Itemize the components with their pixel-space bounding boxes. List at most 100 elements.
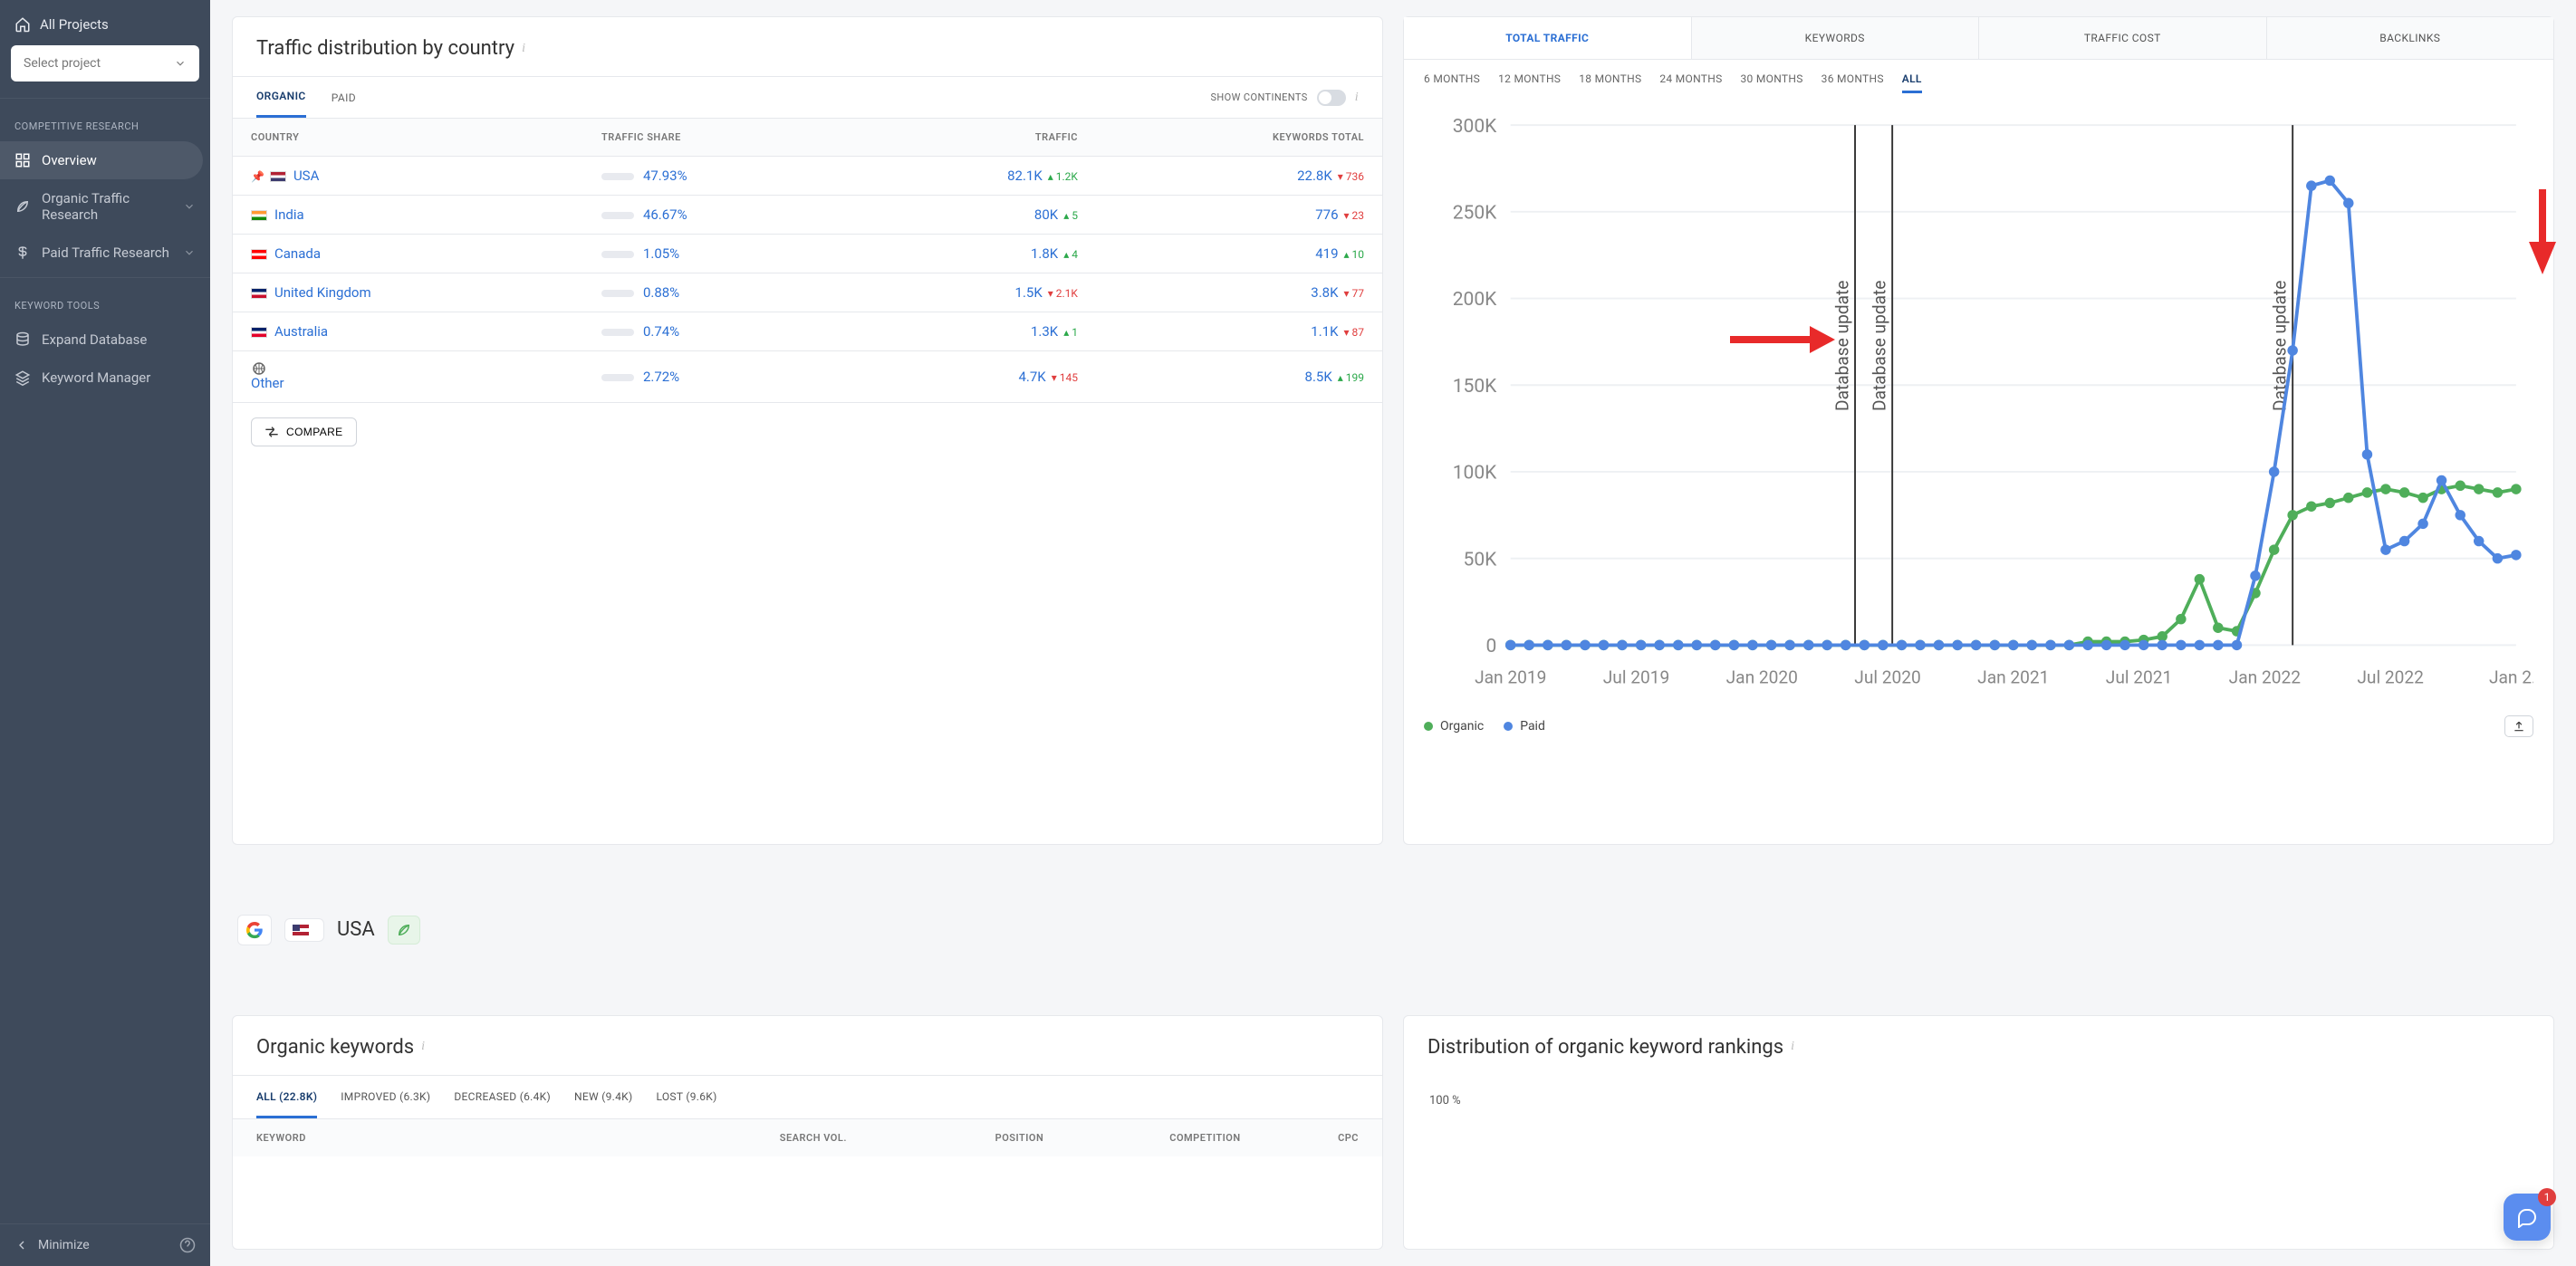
export-chart-button[interactable] [2504,715,2533,737]
minimize-label: Minimize [38,1238,90,1252]
sidebar-item-expand-db[interactable]: Expand Database [0,321,210,359]
info-icon[interactable]: i [1791,1040,1794,1054]
svg-text:50K: 50K [1464,548,1498,571]
grid-icon [14,152,31,168]
compare-button[interactable]: COMPARE [251,417,357,446]
range-tab[interactable]: 6 MONTHS [1424,72,1480,93]
table-row[interactable]: India46.67%80K577623 [233,196,1382,235]
compare-icon [264,427,279,437]
range-tab[interactable]: 12 MONTHS [1498,72,1561,93]
sidebar-item-label: Keyword Manager [42,369,196,386]
country-name[interactable]: USA [293,168,319,184]
country-name[interactable]: Other [251,375,284,391]
annotation-arrow-down [2539,189,2546,244]
svg-text:Jan 2019: Jan 2019 [1475,667,1546,687]
svg-text:150K: 150K [1453,375,1497,398]
table-row[interactable]: Australia0.74%1.3K11.1K87 [233,312,1382,351]
show-continents-toggle[interactable] [1317,90,1346,106]
chevron-down-icon [174,57,187,70]
country-name[interactable]: India [274,206,304,223]
svg-text:Database update: Database update [1869,281,1889,411]
help-icon[interactable] [179,1237,196,1253]
kw-h-comp: COMPETITION [1043,1132,1240,1144]
upload-icon [2513,720,2525,733]
info-icon[interactable]: i [1355,91,1359,105]
svg-text:Jul 2020: Jul 2020 [1854,667,1920,687]
table-row[interactable]: United Kingdom0.88%1.5K2.1K3.8K77 [233,273,1382,312]
svg-text:Jan 2022: Jan 2022 [2229,667,2302,687]
all-projects-label: All Projects [40,16,109,33]
sidebar-item-paid-traffic[interactable]: Paid Traffic Research [0,234,210,272]
home-icon [14,16,31,33]
google-chip[interactable] [237,915,272,945]
chart-tab-total-traffic[interactable]: TOTAL TRAFFIC [1404,17,1692,59]
svg-text:100K: 100K [1453,462,1497,484]
tab-organic[interactable]: ORGANIC [256,77,306,118]
chat-button[interactable]: 1 [2504,1194,2551,1241]
leaf-icon [14,198,31,215]
kw-h-cpc: CPC [1241,1132,1359,1144]
range-tab[interactable]: ALL [1902,72,1922,93]
table-row[interactable]: 📌USA47.93%82.1K1.2K22.8K736 [233,157,1382,196]
stack-icon [14,369,31,386]
svg-text:Jul 2021: Jul 2021 [2106,667,2172,687]
info-icon[interactable]: i [522,42,525,56]
legend-organic[interactable]: Organic [1424,719,1484,734]
legend-paid-label: Paid [1520,719,1545,734]
sidebar-item-organic-traffic[interactable]: Organic Traffic Research [0,179,210,234]
sidebar-item-overview[interactable]: Overview [0,141,203,179]
info-icon[interactable]: i [421,1040,425,1054]
compare-label: COMPARE [286,426,343,438]
sidebar-item-keyword-manager[interactable]: Keyword Manager [0,359,210,397]
legend-paid[interactable]: Paid [1504,719,1545,734]
range-tab[interactable]: 36 MONTHS [1821,72,1884,93]
traffic-chart-card: TOTAL TRAFFICKEYWORDSTRAFFIC COSTBACKLIN… [1403,16,2554,845]
sidebar-section-competitive: COMPETITIVE RESEARCH [0,104,210,141]
svg-text:Jan 2020: Jan 2020 [1726,667,1798,687]
range-tab[interactable]: 18 MONTHS [1579,72,1641,93]
dist-title: Distribution of organic keyword rankings [1427,1036,1783,1059]
arrow-left-icon [14,1238,29,1252]
sidebar-item-label: Expand Database [42,331,196,348]
all-projects-link[interactable]: All Projects [11,11,199,45]
dollar-icon [14,245,31,261]
country-name[interactable]: Australia [274,323,328,340]
kw-tab[interactable]: IMPROVED (6.3K) [341,1076,430,1118]
minimize-button[interactable]: Minimize [14,1238,90,1252]
selected-country-row: USA [232,865,2554,995]
chart-tab-keywords[interactable]: KEYWORDS [1692,17,1980,59]
chevron-down-icon [183,200,196,213]
main-content: Traffic distribution by country i ORGANI… [210,0,2576,1266]
database-icon [14,331,31,348]
table-row[interactable]: Canada1.05%1.8K441910 [233,235,1382,273]
chart-tab-backlinks[interactable]: BACKLINKS [2267,17,2554,59]
kw-tab[interactable]: LOST (9.6K) [656,1076,716,1118]
country-table: COUNTRY TRAFFIC SHARE TRAFFIC KEYWORDS T… [233,118,1382,402]
kw-tab[interactable]: DECREASED (6.4K) [454,1076,551,1118]
select-project-dropdown[interactable]: Select project [11,45,199,82]
legend-dot-organic [1424,722,1433,731]
organic-chip[interactable] [388,916,420,945]
range-tab[interactable]: 30 MONTHS [1741,72,1803,93]
sidebar: All Projects Select project COMPETITIVE … [0,0,210,1266]
chat-icon [2516,1206,2538,1228]
sidebar-item-label: Organic Traffic Research [42,190,172,223]
table-row[interactable]: Other2.72%4.7K1458.5K199 [233,351,1382,403]
country-name[interactable]: Canada [274,245,321,262]
tab-paid[interactable]: PAID [332,79,356,117]
traffic-distribution-card: Traffic distribution by country i ORGANI… [232,16,1383,845]
country-name[interactable]: United Kingdom [274,284,371,301]
chart-tab-traffic-cost[interactable]: TRAFFIC COST [1979,17,2267,59]
svg-text:Jul 2022: Jul 2022 [2357,667,2424,687]
distribution-card: Distribution of organic keyword rankings… [1403,1015,2554,1250]
th-traffic: TRAFFIC [857,119,1096,157]
traffic-line-chart: 050K100K150K200K250K300KDatabase updateD… [1424,108,2533,697]
kw-h-pos: POSITION [847,1132,1043,1144]
kw-tab[interactable]: ALL (22.8K) [256,1076,317,1118]
select-project-placeholder: Select project [24,56,101,71]
kw-tab[interactable]: NEW (9.4K) [574,1076,632,1118]
leaf-icon [396,922,412,938]
dist-pct-label: 100 % [1429,1094,1461,1108]
range-tab[interactable]: 24 MONTHS [1659,72,1722,93]
organic-keywords-card: Organic keywords i ALL (22.8K)IMPROVED (… [232,1015,1383,1250]
